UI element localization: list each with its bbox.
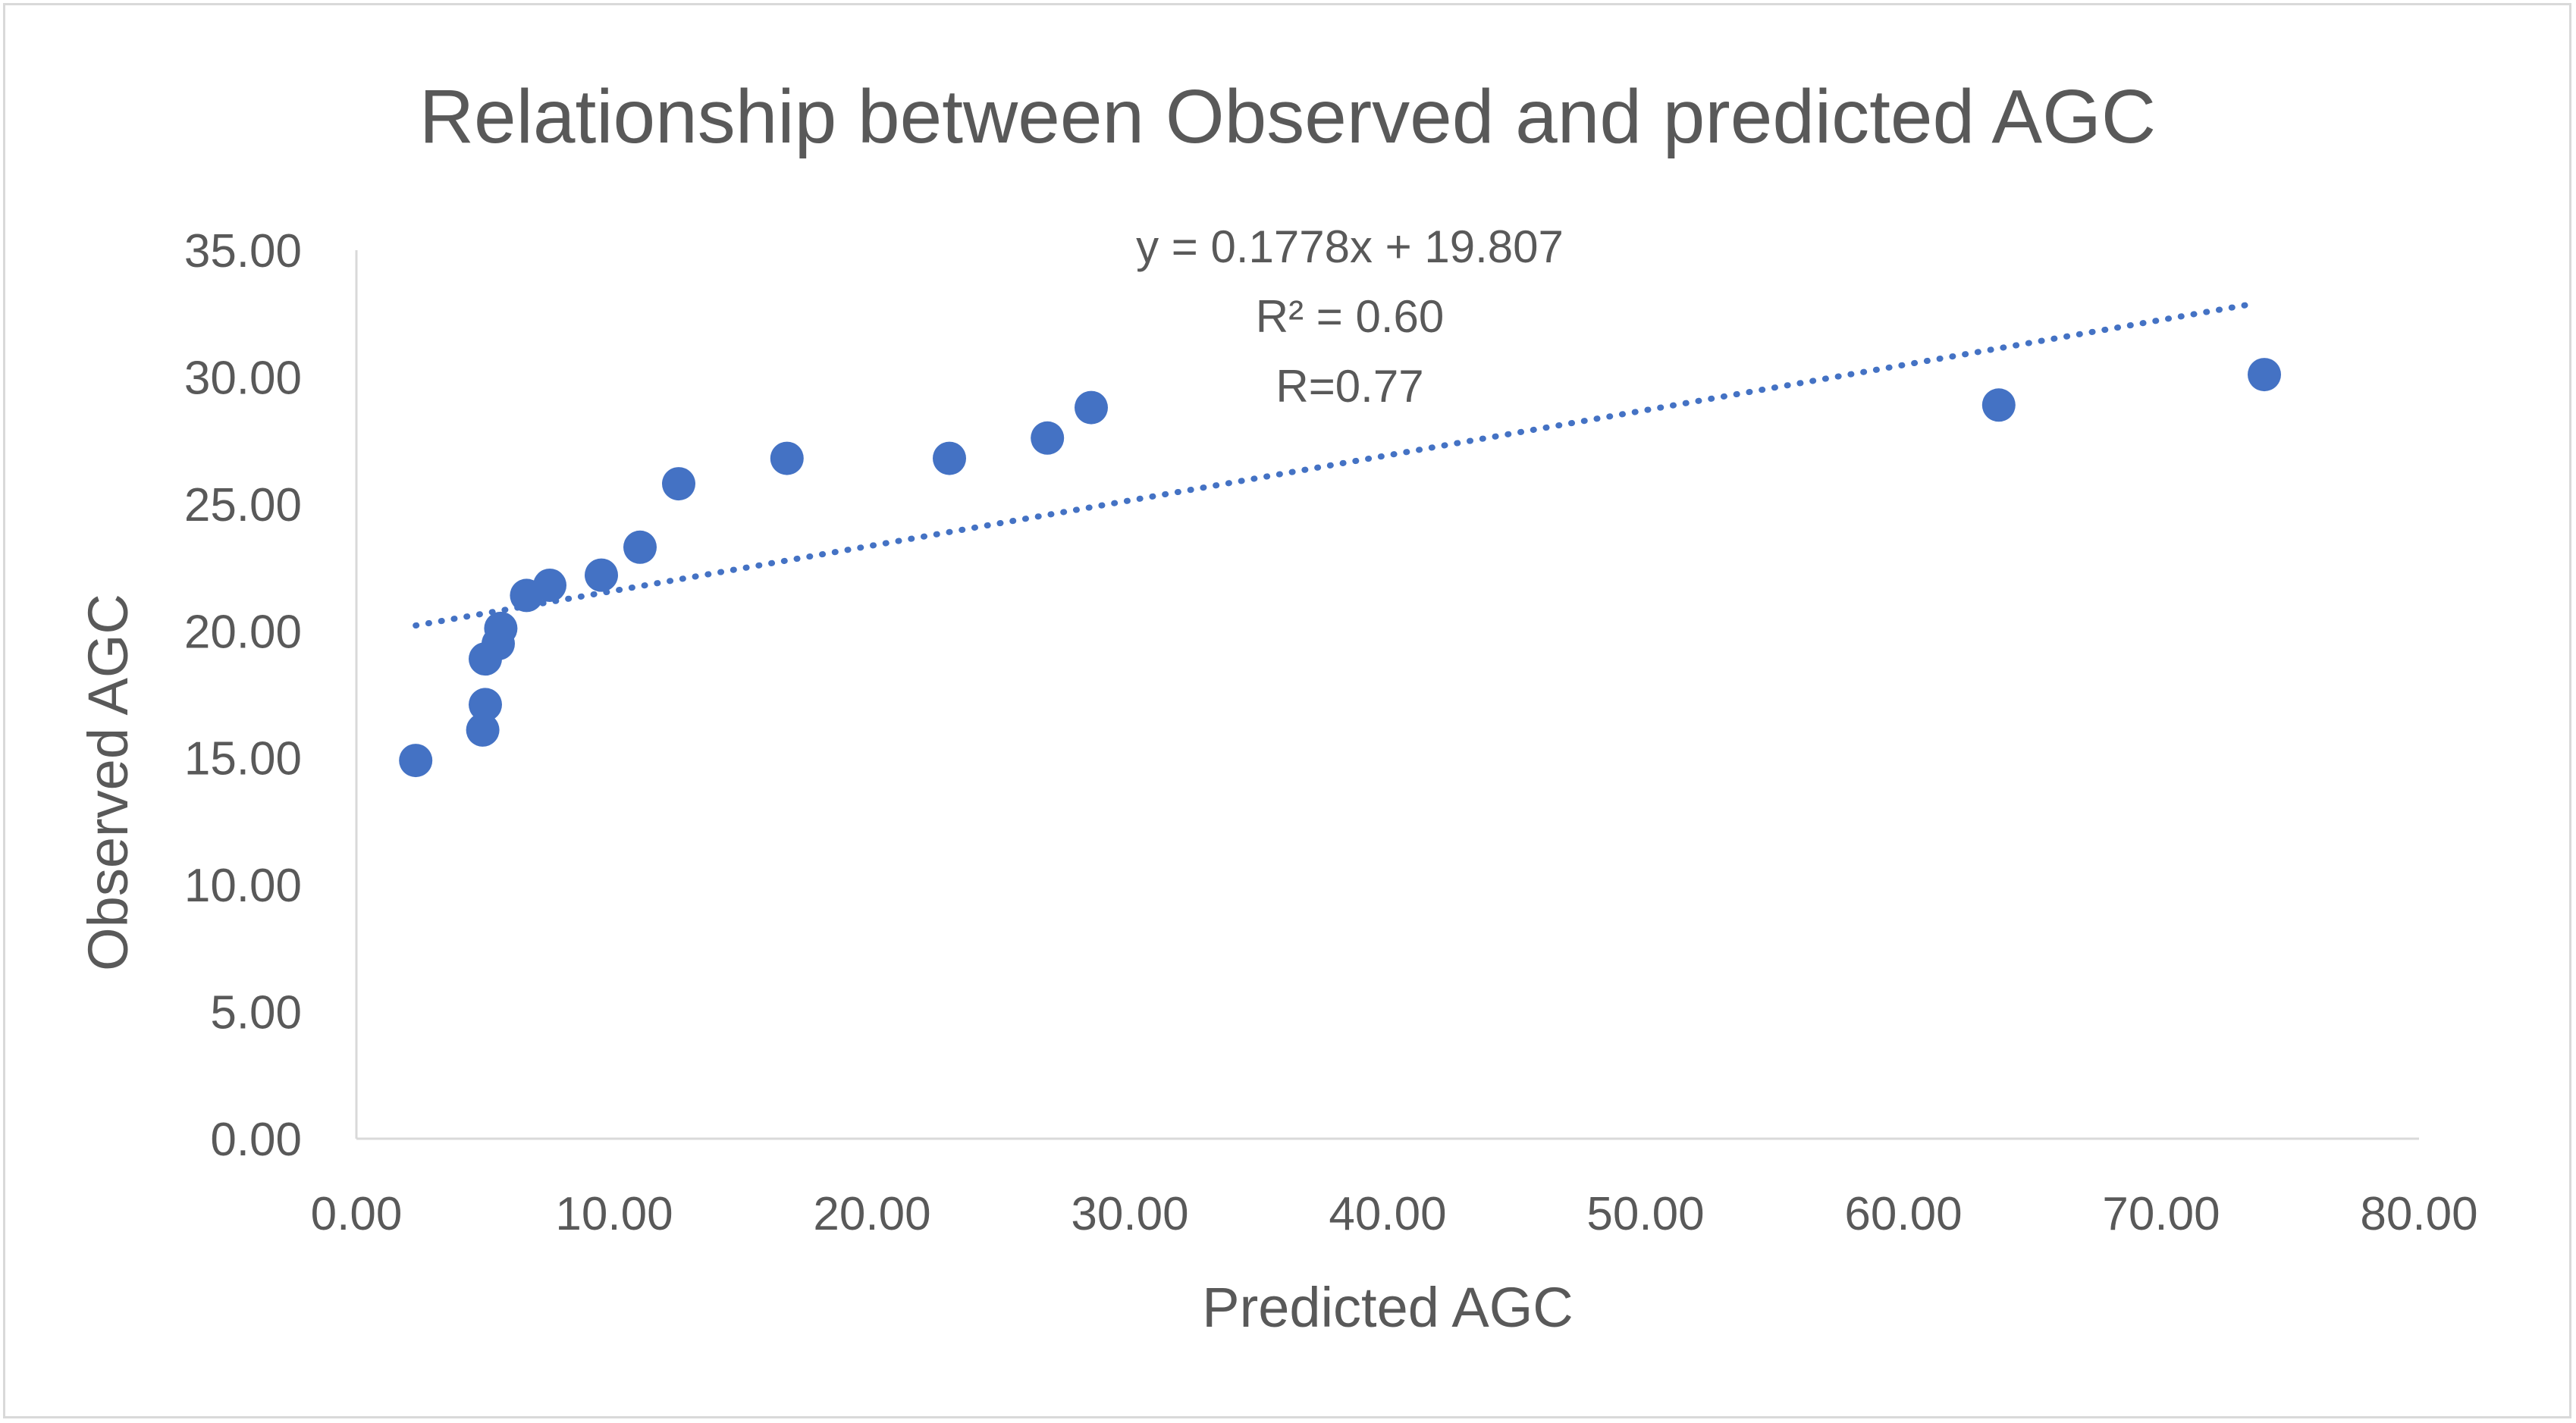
data-point bbox=[1981, 388, 2016, 422]
data-point bbox=[1075, 390, 1108, 425]
data-point bbox=[484, 611, 518, 645]
data-point bbox=[466, 713, 500, 747]
x-tick-label: 30.00 bbox=[1071, 1188, 1188, 1240]
y-axis-title: Observed AGC bbox=[77, 594, 140, 971]
data-point bbox=[533, 569, 566, 603]
data-point bbox=[933, 441, 966, 475]
y-tick-label: 30.00 bbox=[184, 352, 302, 404]
r-squared-label: R² = 0.60 bbox=[1256, 291, 1444, 342]
data-point bbox=[662, 467, 695, 501]
y-tick-label: 25.00 bbox=[184, 479, 302, 531]
x-tick-label: 40.00 bbox=[1329, 1188, 1446, 1240]
x-tick-label: 80.00 bbox=[2360, 1188, 2477, 1240]
r-value-label: R=0.77 bbox=[1275, 361, 1423, 412]
y-tick-label: 10.00 bbox=[184, 860, 302, 912]
data-point bbox=[1031, 421, 1065, 455]
data-point bbox=[2248, 358, 2281, 392]
data-point bbox=[770, 441, 804, 475]
y-tick-label: 15.00 bbox=[184, 733, 302, 785]
x-axis-title: Predicted AGC bbox=[1202, 1276, 1573, 1339]
x-tick-label: 50.00 bbox=[1586, 1188, 1704, 1240]
data-point bbox=[585, 558, 618, 592]
x-tick-label: 0.00 bbox=[311, 1188, 403, 1240]
y-tick-label: 20.00 bbox=[184, 606, 302, 658]
trendline-equation: y = 0.1778x + 19.807 R² = 0.60 R=0.77 bbox=[1136, 221, 1564, 412]
chart-frame bbox=[3, 3, 2571, 1418]
y-tick-label: 5.00 bbox=[210, 987, 302, 1039]
chart-title: Relationship between Observed and predic… bbox=[419, 74, 2156, 159]
trendline bbox=[413, 301, 2252, 629]
x-tick-label: 10.00 bbox=[555, 1188, 673, 1240]
plot-area: 0.00 10.00 20.00 30.00 40.00 50.00 60.00 70.00 8… bbox=[184, 225, 2478, 1240]
x-tick-label: 70.00 bbox=[2102, 1188, 2220, 1240]
x-tick-label: 60.00 bbox=[1844, 1188, 1962, 1240]
data-point bbox=[623, 530, 657, 564]
trendline-equation-label: y = 0.1778x + 19.807 bbox=[1136, 221, 1564, 272]
data-point bbox=[399, 744, 433, 778]
data-point bbox=[469, 688, 502, 722]
x-tick-label: 20.00 bbox=[813, 1188, 930, 1240]
y-tick-label: 0.00 bbox=[210, 1114, 302, 1166]
y-tick-label: 35.00 bbox=[184, 225, 302, 277]
